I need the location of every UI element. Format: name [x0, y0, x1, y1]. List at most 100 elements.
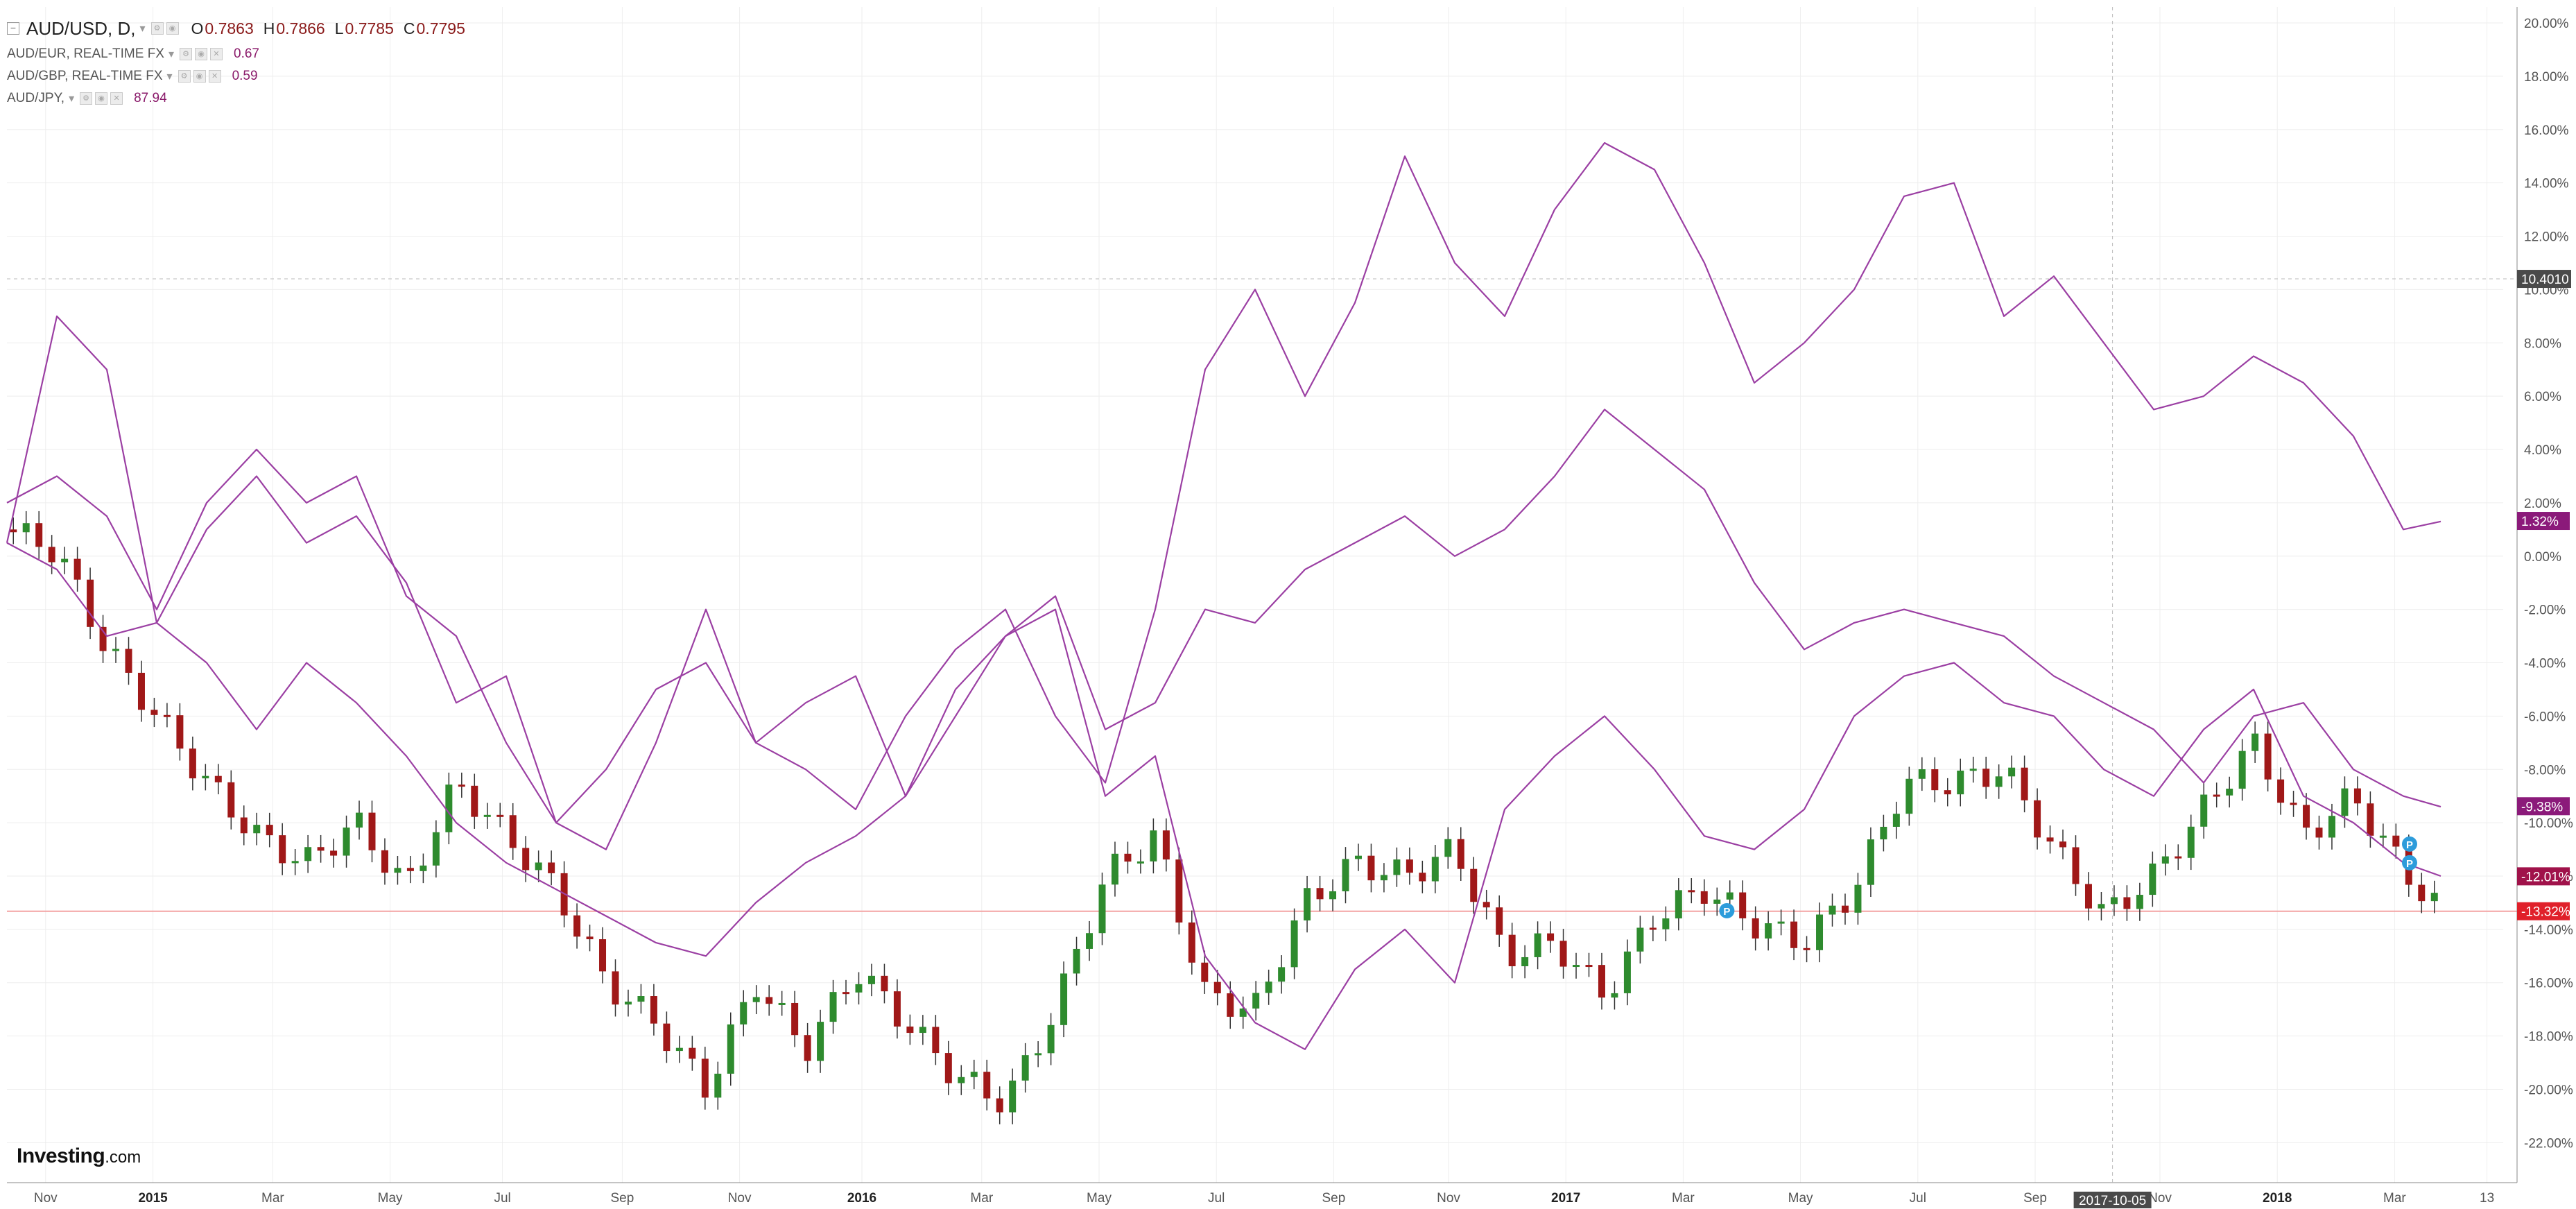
x-tick-label: 2017	[1551, 1191, 1580, 1206]
candle-body	[1892, 814, 1900, 827]
candle-body	[509, 815, 517, 848]
x-tick-label: 2016	[847, 1191, 876, 1206]
markers-group: PPP	[1719, 836, 2417, 918]
legend-series-row[interactable]: AUD/EUR, REAL-TIME FX ▾ ⚙ ◉ ✕ 0.67	[7, 43, 465, 65]
candle-body	[637, 996, 645, 1002]
settings-icon[interactable]: ⚙	[180, 48, 193, 60]
main-symbol: AUD/USD, D,	[26, 17, 136, 39]
pivot-marker-label: P	[1723, 906, 1730, 918]
pivot-marker	[2402, 855, 2417, 871]
y-tick-label: 20.00%	[2524, 17, 2569, 31]
series-label: AUD/EUR, REAL-TIME FX	[7, 46, 164, 61]
chevron-down-icon[interactable]: ▾	[168, 49, 175, 60]
y-tick-label: 18.00%	[2524, 70, 2569, 85]
candle-body	[1957, 770, 1964, 795]
candle-body	[1213, 981, 1221, 994]
candle-body	[970, 1072, 978, 1077]
candle-body	[2251, 733, 2259, 751]
candle-body	[125, 649, 132, 673]
candle-body	[22, 523, 30, 533]
candle-body	[689, 1047, 696, 1059]
candle-body	[548, 862, 555, 873]
settings-icon[interactable]: ⚙	[80, 92, 93, 105]
candle-body	[804, 1035, 811, 1061]
legend-series-row[interactable]: AUD/JPY, ▾ ⚙ ◉ ✕ 87.94	[7, 87, 465, 110]
candle-body	[919, 1027, 926, 1034]
candle-body	[1150, 830, 1157, 861]
candle-body	[1752, 918, 1759, 939]
close-icon[interactable]: ✕	[208, 70, 221, 83]
low-label: L	[334, 19, 344, 37]
chevron-down-icon[interactable]: ▾	[69, 93, 75, 105]
candle-body	[1790, 921, 1798, 948]
candle-body	[714, 1073, 722, 1098]
visibility-icon[interactable]: ◉	[95, 92, 108, 105]
candle-body	[817, 1022, 824, 1061]
x-tick-label: 2015	[138, 1191, 168, 1206]
candle-body	[1905, 778, 1913, 814]
candle-body	[1136, 861, 1144, 864]
candle-body	[1688, 890, 1695, 893]
brand-suffix: .com	[105, 1148, 141, 1167]
candle-body	[2303, 805, 2310, 828]
candle-body	[1623, 951, 1631, 993]
candle-body	[522, 848, 530, 871]
chevron-down-icon[interactable]: ▾	[166, 71, 173, 83]
candle-body	[906, 1026, 914, 1034]
x-tick-label: Nov	[728, 1191, 752, 1206]
candle-body	[1047, 1024, 1055, 1054]
candle-body	[317, 847, 325, 851]
candle-body	[2187, 826, 2195, 858]
candle-body	[330, 850, 338, 856]
series-label: AUD/JPY,	[7, 91, 65, 105]
candle-body	[766, 997, 773, 1004]
candle-body	[48, 547, 55, 563]
aud-gbp-line	[6, 448, 2441, 1050]
series-value: 0.59	[232, 69, 258, 83]
visibility-icon[interactable]: ◉	[195, 48, 208, 60]
close-icon[interactable]: ✕	[110, 92, 123, 105]
visibility-icon[interactable]: ◉	[166, 22, 179, 35]
candle-body	[1918, 769, 1926, 779]
candle-body	[445, 784, 453, 832]
candle-body	[1573, 965, 1580, 968]
x-tick-label: Nov	[1437, 1191, 1460, 1206]
candle-body	[1124, 853, 1132, 862]
y-tick-label: 0.00%	[2524, 550, 2561, 565]
crosshair-x-label-box	[2073, 1192, 2152, 1208]
candle-body	[381, 850, 388, 873]
settings-icon[interactable]: ⚙	[150, 22, 164, 35]
candle-body	[932, 1027, 940, 1054]
y-tick-label: 14.00%	[2524, 177, 2569, 191]
chevron-down-icon[interactable]: ▾	[139, 23, 146, 35]
candle-body	[343, 828, 350, 856]
candle-body	[1816, 914, 1824, 950]
x-tick-label: Jul	[1910, 1191, 1926, 1206]
x-tick-label: Jul	[494, 1191, 510, 1206]
last-value-box	[2517, 512, 2570, 531]
candle-body	[1111, 853, 1118, 885]
candle-body	[1521, 957, 1529, 967]
candle-body	[176, 715, 184, 749]
candle-body	[483, 814, 491, 817]
close-icon[interactable]: ✕	[210, 48, 223, 60]
y-tick-label: 6.00%	[2524, 390, 2561, 404]
candle-body	[1316, 888, 1324, 900]
candle-body	[983, 1072, 991, 1099]
candle-body	[1713, 899, 1721, 904]
legend-series-row[interactable]: AUD/GBP, REAL-TIME FX ▾ ⚙ ◉ ✕ 0.59	[7, 65, 465, 87]
candle-body	[2136, 895, 2143, 909]
candle-body	[599, 939, 607, 972]
collapse-legend-icon[interactable]: −	[7, 22, 19, 35]
settings-icon[interactable]: ⚙	[178, 70, 191, 83]
x-tick-label: Nov	[34, 1191, 58, 1206]
candle-body	[1354, 855, 1362, 859]
candle-body	[1201, 962, 1209, 982]
legend-main-row[interactable]: − AUD/USD, D, ▾ ⚙ ◉ O 0.7863 H 0.7866 L 0.7…	[7, 14, 465, 43]
y-tick-label: -6.00%	[2524, 710, 2566, 724]
visibility-icon[interactable]: ◉	[193, 70, 206, 83]
candle-body	[2418, 884, 2426, 902]
y-tick-label: -4.00%	[2524, 657, 2566, 671]
